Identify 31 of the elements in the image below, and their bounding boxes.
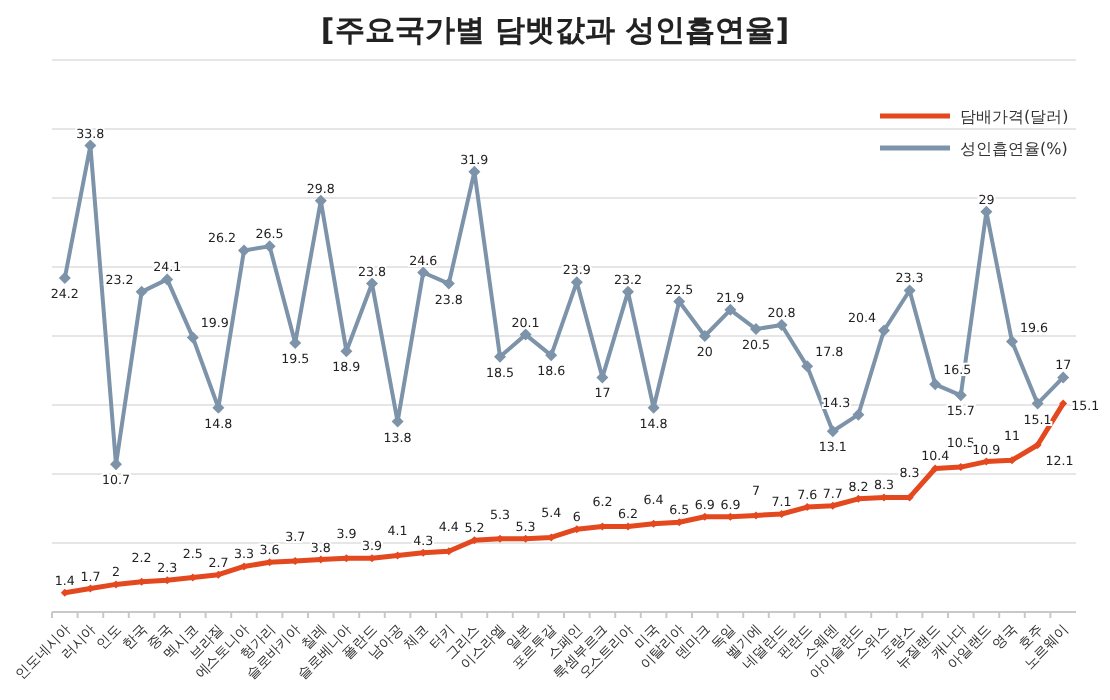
- point: [519, 328, 532, 341]
- point: [929, 378, 942, 391]
- chart-title: [주요국가별 담뱃값과 성인흡연율]: [320, 12, 790, 48]
- point: [186, 331, 199, 344]
- point: [775, 318, 788, 331]
- point: [673, 295, 686, 308]
- point: [826, 425, 839, 438]
- point: [161, 273, 174, 286]
- point: [1006, 335, 1018, 348]
- point: [878, 324, 890, 337]
- point: [442, 277, 455, 290]
- point: [1057, 371, 1070, 384]
- legend-label: 담배가격(달러): [960, 108, 1069, 126]
- point: [750, 323, 762, 336]
- point: [954, 389, 967, 402]
- point: [801, 360, 814, 373]
- point: [545, 349, 558, 362]
- point: [903, 284, 916, 297]
- point: [417, 266, 430, 279]
- point: [1031, 397, 1044, 410]
- point: [58, 272, 71, 285]
- point: [698, 330, 711, 342]
- point: [60, 588, 69, 597]
- point: [1033, 441, 1042, 450]
- point: [724, 303, 737, 316]
- point: [1059, 399, 1068, 408]
- point: [238, 244, 250, 257]
- legend-label: 성인흡연율(%): [960, 140, 1068, 158]
- point: [240, 562, 248, 571]
- point: [135, 285, 148, 298]
- point: [852, 408, 865, 421]
